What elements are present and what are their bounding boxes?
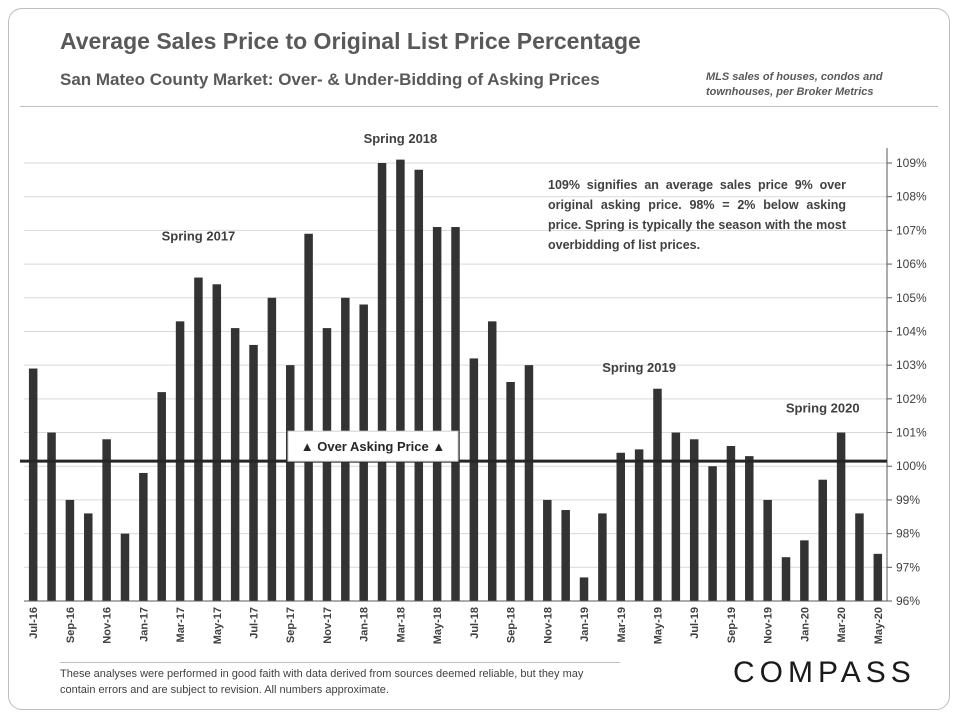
x-tick-label: Jul-19 [689, 607, 701, 639]
y-tick-label: 101% [896, 426, 927, 440]
x-tick-label: Mar-19 [616, 607, 628, 642]
bar [230, 328, 240, 601]
x-tick-label: Jan-20 [799, 607, 811, 642]
bar [469, 358, 479, 601]
bar [598, 513, 607, 601]
compass-logo: COMPASS [733, 656, 916, 689]
y-tick-label: 108% [896, 190, 927, 204]
x-tick-label: Sep-19 [726, 607, 738, 643]
bar [634, 449, 644, 601]
reference-label: ▲ Over Asking Price ▲ [301, 439, 445, 454]
x-tick-label: Jul-16 [28, 607, 40, 639]
bar [561, 510, 570, 601]
x-tick-label: May-20 [873, 607, 885, 644]
x-tick-label: Nov-18 [542, 607, 554, 644]
annotations: ▲ Over Asking Price ▲ Spring 2017 Spring 2… [20, 131, 887, 463]
bar [432, 227, 442, 601]
bar [377, 163, 387, 601]
y-tick-label: 103% [896, 358, 927, 372]
bar [671, 432, 681, 601]
season-annotation: Spring 2019 [602, 360, 676, 375]
bar [855, 513, 864, 601]
season-annotation: Spring 2017 [162, 228, 236, 243]
bar [47, 432, 56, 601]
footer-divider [60, 662, 620, 663]
bar [745, 456, 754, 601]
x-tick-label: May-19 [652, 607, 664, 644]
y-tick-label: 109% [896, 156, 927, 170]
bar [818, 479, 827, 601]
bar [873, 553, 883, 601]
bar [65, 499, 75, 601]
y-tick-label: 106% [896, 257, 927, 271]
bar [800, 540, 809, 601]
x-tick-label: Nov-16 [102, 607, 114, 644]
bar [451, 227, 460, 601]
y-tick-label: 100% [896, 459, 927, 473]
bar [102, 439, 111, 601]
y-tick-label: 107% [896, 223, 927, 237]
chart-subtitle: San Mateo County Market: Over- & Under-B… [60, 70, 600, 89]
x-tick-label: Jul-18 [469, 607, 481, 639]
explanation-note: 109% signifies an average sales price 9%… [548, 178, 846, 252]
bar [616, 452, 626, 601]
bar [304, 233, 313, 601]
bar [543, 499, 552, 601]
bar [689, 439, 699, 601]
bar [708, 466, 717, 601]
x-tick-label: Jan-18 [359, 607, 371, 642]
bar [579, 577, 589, 601]
y-tick-label: 99% [896, 493, 920, 507]
bar [726, 446, 736, 601]
season-annotation: Spring 2020 [786, 400, 860, 415]
axes: 96% 97% 98% 99% 100% 101% 102% 103% 104% 105% 106%… [24, 148, 927, 644]
x-tick-label: Jan-19 [579, 607, 591, 642]
x-tick-label: Mar-17 [175, 607, 187, 642]
bar [84, 513, 93, 601]
x-tick-label: Sep-18 [506, 607, 518, 643]
bar [653, 388, 662, 601]
bar [212, 284, 222, 601]
x-tick-label: May-17 [212, 607, 224, 644]
disclaimer: These analyses were performed in good fa… [60, 668, 584, 696]
bar [506, 382, 515, 601]
bar [836, 432, 846, 601]
bar [322, 328, 332, 601]
x-tick-label: Sep-16 [65, 607, 77, 643]
x-tick-label: Nov-17 [322, 607, 334, 644]
y-tick-label: 96% [896, 594, 920, 608]
x-tick-label: Nov-19 [763, 607, 775, 644]
x-tick-label: May-18 [432, 607, 444, 644]
y-tick-label: 105% [896, 291, 927, 305]
bar [763, 499, 772, 601]
y-tick-label: 98% [896, 527, 920, 541]
bar [267, 297, 277, 601]
bar [28, 368, 38, 601]
bar [157, 392, 166, 601]
y-tick-label: 97% [896, 560, 920, 574]
bar [285, 365, 295, 601]
chart-title: Average Sales Price to Original List Pri… [60, 28, 641, 54]
reference-label-box [287, 430, 459, 462]
bar [414, 169, 424, 601]
x-tick-label: Sep-17 [285, 607, 297, 643]
x-tick-label: Jan-17 [138, 607, 150, 642]
x-tick-label: Mar-18 [395, 607, 407, 642]
bar [396, 159, 405, 601]
y-tick-label: 102% [896, 392, 927, 406]
source-note: MLS sales of houses, condos and townhous… [706, 71, 883, 98]
bar [194, 277, 203, 601]
x-tick-label: Mar-20 [836, 607, 848, 642]
season-annotation: Spring 2018 [364, 131, 438, 146]
bar [781, 557, 791, 601]
bar [524, 365, 534, 601]
x-tick-label: Jul-17 [249, 607, 261, 639]
header-divider [20, 106, 938, 107]
bar [249, 344, 258, 601]
bar [120, 533, 130, 601]
bar [139, 472, 148, 601]
y-tick-label: 104% [896, 324, 927, 338]
